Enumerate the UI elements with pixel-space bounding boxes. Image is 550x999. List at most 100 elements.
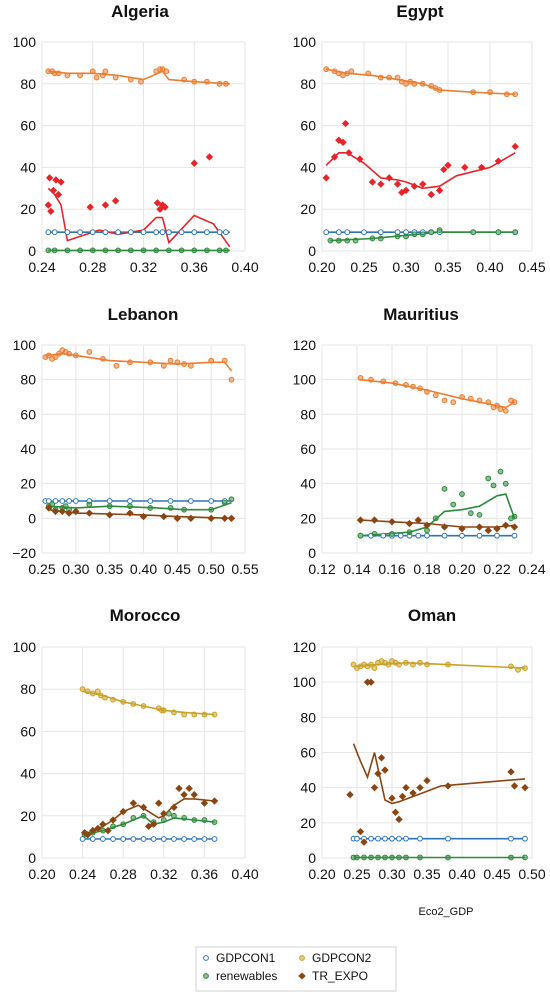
- y-tick-label: 80: [300, 76, 316, 92]
- point-gdpcon2: [160, 707, 167, 714]
- point-tr-expo: [170, 803, 178, 812]
- point-renewables: [396, 854, 402, 861]
- point-tr-expo: [45, 174, 54, 182]
- legend: GDPCON1 GDPCON2 renewables TR_EXPO: [195, 946, 397, 992]
- point-gdpcon2: [110, 696, 116, 703]
- point-renewables: [490, 482, 497, 489]
- point-renewables: [89, 247, 96, 254]
- x-tick-label: 0.14: [343, 561, 370, 577]
- point-gdpcon1: [51, 229, 58, 236]
- point-gdpcon1: [380, 532, 387, 539]
- point-tr-expo: [356, 827, 365, 836]
- point-renewables: [369, 235, 376, 242]
- panel-title: Mauritius: [383, 305, 459, 324]
- point-gdpcon2: [112, 74, 119, 81]
- y-tick-label: 40: [20, 441, 36, 457]
- x-tick-label: 0.24: [518, 561, 545, 577]
- point-tr-expo: [47, 207, 55, 215]
- point-tr-expo: [423, 776, 431, 785]
- y-tick-label: 20: [20, 476, 36, 492]
- point-gdpcon2: [147, 359, 154, 366]
- point-tr-expo: [493, 525, 501, 533]
- point-gdpcon2: [392, 380, 399, 387]
- point-gdpcon2: [503, 91, 510, 98]
- point-tr-expo: [109, 816, 117, 824]
- point-gdpcon1: [191, 836, 198, 842]
- point-gdpcon2: [417, 385, 423, 392]
- point-gdpcon1: [459, 532, 465, 539]
- point-gdpcon2: [113, 362, 120, 369]
- y-tick-label: 60: [20, 406, 36, 422]
- point-renewables: [120, 821, 127, 828]
- point-renewables: [127, 503, 133, 510]
- point-renewables: [354, 854, 360, 861]
- legend-entry-renewables: renewables: [203, 969, 277, 983]
- point-gdpcon1: [64, 229, 71, 236]
- point-tr-expo: [435, 186, 444, 195]
- y-tick-label: 40: [300, 780, 316, 796]
- point-gdpcon1: [140, 836, 147, 842]
- point-gdpcon1: [110, 836, 116, 842]
- point-renewables: [178, 247, 185, 254]
- point-renewables: [140, 812, 147, 819]
- y-tick-label: 60: [300, 118, 316, 134]
- x-tick-label: 0.35: [434, 259, 461, 275]
- point-gdpcon2: [511, 399, 518, 406]
- point-renewables: [352, 237, 359, 244]
- point-gdpcon2: [515, 666, 521, 673]
- point-gdpcon2: [348, 68, 355, 75]
- point-renewables: [211, 819, 218, 826]
- point-tr-expo: [44, 201, 53, 209]
- point-gdpcon2: [487, 89, 493, 96]
- x-tick-label: 0.12: [308, 561, 335, 577]
- point-renewables: [165, 247, 172, 254]
- point-gdpcon1: [178, 229, 185, 236]
- plot-area: 0 20 40 60 80 100 120 0.12 0.14 0.16 0.18 0.20 0.22 0…: [293, 337, 546, 577]
- x-tick-label: 0.28: [110, 866, 137, 882]
- point-tr-expo: [381, 766, 389, 774]
- point-tr-expo: [510, 523, 519, 531]
- point-gdpcon2: [221, 357, 228, 364]
- point-gdpcon1: [167, 498, 174, 504]
- point-gdpcon2: [138, 78, 144, 85]
- point-tr-expo: [423, 521, 431, 529]
- x-tick-label: 0.22: [483, 561, 510, 577]
- y-tick-label: 100: [13, 337, 37, 353]
- y-tick-label: 80: [300, 406, 316, 422]
- point-gdpcon2: [77, 72, 83, 79]
- point-gdpcon2: [436, 87, 443, 93]
- y-tick-label: 40: [20, 159, 36, 175]
- point-renewables: [221, 499, 228, 506]
- point-renewables: [497, 468, 504, 475]
- point-gdpcon2: [66, 350, 72, 357]
- point-renewables: [102, 247, 109, 254]
- y-tick-label: 100: [293, 674, 317, 690]
- point-renewables: [62, 503, 69, 510]
- point-tr-expo: [65, 509, 73, 517]
- x-tick-label: 0.20: [28, 866, 55, 882]
- legend-swatch: [298, 972, 306, 980]
- point-gdpcon2: [160, 362, 167, 369]
- point-gdpcon1: [89, 836, 96, 842]
- point-tr-expo: [502, 521, 510, 529]
- series-line-gdpcon2: [326, 68, 516, 96]
- point-tr-expo: [388, 794, 396, 802]
- point-renewables: [127, 247, 134, 254]
- point-tr-expo: [461, 163, 469, 172]
- x-tick-label: 0.18: [413, 561, 440, 577]
- point-tr-expo: [385, 174, 393, 182]
- x-tick-label: 0.20: [308, 866, 335, 882]
- point-renewables: [467, 510, 474, 517]
- point-gdpcon2: [385, 661, 392, 668]
- point-gdpcon2: [223, 80, 229, 87]
- point-tr-expo: [227, 514, 236, 523]
- point-gdpcon2: [208, 357, 215, 364]
- y-tick-label: 100: [13, 34, 37, 50]
- point-renewables: [403, 233, 409, 240]
- x-axis-label: Eco2_GDP: [418, 906, 473, 918]
- point-gdpcon1: [375, 835, 381, 842]
- point-gdpcon2: [396, 661, 402, 668]
- x-tick-label: 0.35: [96, 561, 123, 577]
- point-tr-expo: [161, 203, 169, 211]
- point-renewables: [522, 854, 528, 861]
